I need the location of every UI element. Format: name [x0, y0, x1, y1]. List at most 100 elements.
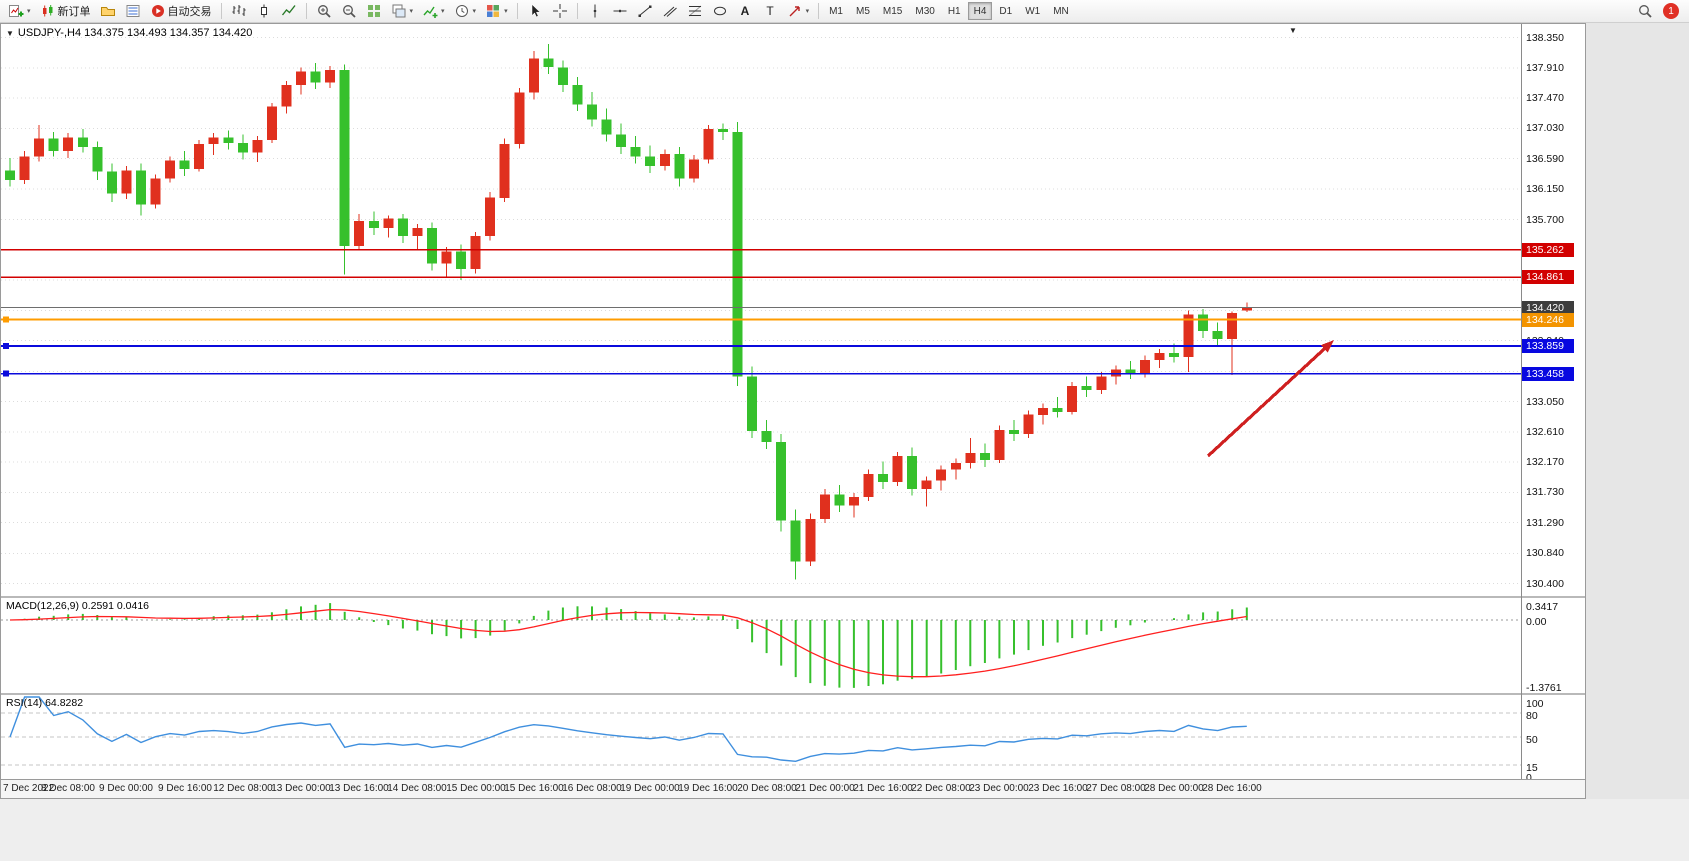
macd-pane[interactable]: MACD(12,26,9) 0.2591 0.0416 — [1, 596, 1521, 693]
rsi-line — [9, 696, 1247, 763]
workspace-background-right — [1586, 23, 1689, 799]
price-scale-rsi[interactable]: 100 80 50 15 0 — [1522, 693, 1585, 779]
timeframe-m5-button[interactable]: M5 — [850, 2, 876, 20]
price-badge-support-upper: 133.859 — [1522, 339, 1574, 353]
price-lines-layer[interactable] — [1, 249, 1521, 377]
chart-scroll-marker-icon[interactable]: ▼ — [1289, 26, 1297, 35]
new-chart-icon — [8, 3, 24, 19]
new-order-label: 新订单 — [57, 6, 91, 18]
time-axis-label: 20 Dec 08:00 — [737, 783, 797, 794]
zoom-out-button[interactable] — [337, 1, 361, 21]
profiles-icon — [100, 3, 116, 19]
indicator-axis-label: -1.3761 — [1526, 682, 1562, 693]
price-axis-label: 132.610 — [1526, 426, 1564, 438]
cursor-icon — [527, 3, 543, 19]
search-icon — [1637, 3, 1653, 19]
text-icon: A — [737, 3, 753, 19]
price-axis-label: 136.590 — [1526, 153, 1564, 165]
time-axis-label: 21 Dec 00:00 — [795, 783, 855, 794]
trend-arrow[interactable] — [1206, 340, 1334, 458]
time-axis-label: 13 Dec 16:00 — [329, 783, 389, 794]
time-axis[interactable]: 7 Dec 2022 8 Dec 08:00 9 Dec 00:00 9 Dec 16… — [1, 779, 1585, 798]
horizontal-line-button[interactable] — [608, 1, 632, 21]
zoom-out-icon — [341, 3, 357, 19]
rsi-pane[interactable]: RSI(14) 64.8282 — [1, 693, 1521, 779]
auto-trading-button[interactable]: 自动交易 — [146, 1, 216, 21]
price-scale-macd[interactable]: 0.3417 0.00 -1.3761 — [1522, 596, 1585, 693]
svg-text:T: T — [766, 4, 774, 18]
shapes-icon — [712, 3, 728, 19]
toolbar-separator — [576, 3, 578, 19]
macd-signal-line — [9, 608, 1247, 678]
time-axis-label: 15 Dec 16:00 — [504, 783, 564, 794]
horizontal-line-icon — [612, 3, 628, 19]
price-axis-label: 132.170 — [1526, 456, 1564, 468]
price-scale-main[interactable]: 138.350 137.910 137.470 137.030 136.590 136.1… — [1522, 24, 1585, 596]
profiles-button[interactable] — [96, 1, 120, 21]
auto-trading-label: 自动交易 — [167, 6, 212, 18]
price-scale[interactable]: 138.350 137.910 137.470 137.030 136.590 136.1… — [1521, 24, 1585, 779]
market-watch-icon — [125, 3, 141, 19]
timeframe-m1-button[interactable]: M1 — [823, 2, 849, 20]
cascade-windows-button[interactable]: ▾ — [387, 1, 418, 21]
main-chart-pane[interactable]: ▼ USDJPY-,H4 134.375 134.493 134.357 134… — [1, 24, 1521, 596]
bar-chart-button[interactable] — [227, 1, 251, 21]
line-chart-button[interactable] — [277, 1, 301, 21]
periods-button[interactable]: ▾ — [450, 1, 481, 21]
price-axis-label: 131.730 — [1526, 486, 1564, 498]
new-chart-button[interactable]: ▾ — [4, 1, 35, 21]
fibonacci-icon — [687, 3, 703, 19]
text-button[interactable]: A — [733, 1, 757, 21]
vertical-line-button[interactable] — [583, 1, 607, 21]
price-badge-resistance-lower: 134.861 — [1522, 270, 1574, 284]
time-axis-label: 28 Dec 16:00 — [1202, 783, 1262, 794]
indicators-icon — [422, 3, 438, 19]
search-button[interactable] — [1633, 1, 1657, 21]
timeframe-h4-button[interactable]: H4 — [967, 2, 993, 20]
templates-button[interactable]: ▾ — [481, 1, 512, 21]
price-axis-label: 136.150 — [1526, 183, 1564, 195]
price-axis-label: 130.840 — [1526, 547, 1564, 559]
timeframe-w1-button[interactable]: W1 — [1019, 2, 1046, 20]
price-axis-label: 137.910 — [1526, 62, 1564, 74]
timeframe-m30-button[interactable]: M30 — [909, 2, 940, 20]
symbol-ohlc-text: USDJPY-,H4 134.375 134.493 134.357 134.4… — [17, 27, 253, 39]
zoom-in-button[interactable] — [312, 1, 336, 21]
timeframe-h1-button[interactable]: H1 — [942, 2, 967, 20]
periods-icon — [454, 3, 470, 19]
market-watch-button[interactable] — [121, 1, 145, 21]
arrows-button[interactable]: ▾ — [783, 1, 814, 21]
timeframe-m15-button[interactable]: M15 — [877, 2, 908, 20]
price-axis-label: 131.290 — [1526, 517, 1564, 529]
toolbar-right-group: 1 — [1633, 1, 1685, 21]
timeframe-d1-button[interactable]: D1 — [993, 2, 1018, 20]
timeframe-mn-button[interactable]: MN — [1047, 2, 1075, 20]
crosshair-button[interactable] — [548, 1, 572, 21]
crosshair-icon — [552, 3, 568, 19]
tile-windows-button[interactable] — [362, 1, 386, 21]
cursor-button[interactable] — [523, 1, 547, 21]
indicator-axis-label: 0.00 — [1526, 616, 1547, 628]
auto-trading-icon — [150, 3, 166, 19]
candles-layer — [5, 43, 1252, 580]
candle-chart-button[interactable] — [252, 1, 276, 21]
channel-button[interactable] — [658, 1, 682, 21]
indicators-caret-icon: ▾ — [441, 8, 445, 15]
price-axis-label: 138.350 — [1526, 32, 1564, 44]
channel-icon — [662, 3, 678, 19]
fibonacci-button[interactable] — [683, 1, 707, 21]
indicators-button[interactable]: ▾ — [418, 1, 449, 21]
timeframe-group: M1 M5 M15 M30 H1 H4 D1 W1 MN — [823, 2, 1075, 20]
toolbar-separator — [305, 3, 307, 19]
line-handle-pivot-line — [3, 316, 9, 323]
time-axis-label: 13 Dec 00:00 — [271, 783, 331, 794]
trend-line-button[interactable] — [633, 1, 657, 21]
notifications-badge[interactable]: 1 — [1663, 3, 1679, 19]
shapes-button[interactable] — [708, 1, 732, 21]
line-handle-support-upper — [3, 343, 9, 350]
symbol-dropdown-icon[interactable]: ▼ — [6, 28, 14, 38]
label-button[interactable]: T — [758, 1, 782, 21]
new-order-button[interactable]: 新订单 — [36, 1, 95, 21]
trend-line-icon — [637, 3, 653, 19]
indicator-axis-label: 0.3417 — [1526, 601, 1559, 613]
